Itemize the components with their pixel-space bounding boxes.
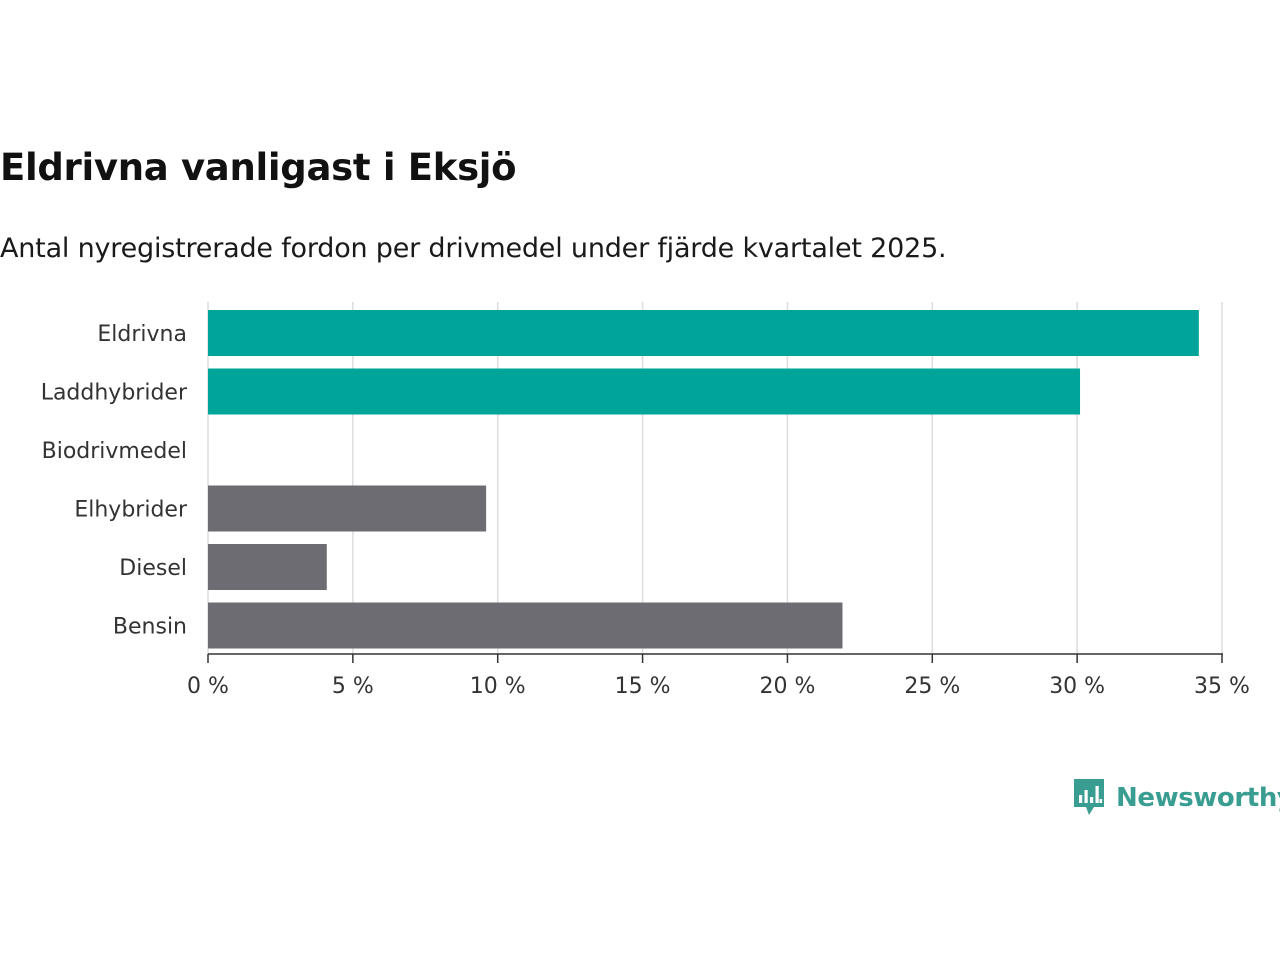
bar-elhybrider xyxy=(208,485,487,532)
x-axis: 0 % 5 % 10 % 15 % 20 % 25 % 30 % 35 % xyxy=(187,653,1250,699)
category-label: Biodrivmedel xyxy=(42,439,187,464)
newsworthy-logo-text: Newsworthy xyxy=(1116,783,1280,813)
category-label: Elhybrider xyxy=(74,498,188,523)
x-tick-label: 0 % xyxy=(187,674,229,699)
category-labels: Eldrivna Laddhybrider Biodrivmedel Elhybrid… xyxy=(41,322,188,640)
x-tick-label: 15 % xyxy=(615,674,671,699)
bar-diesel xyxy=(208,544,327,590)
chart-title: Eldrivna vanligast i Eksjö xyxy=(0,146,517,189)
bar-eldrivna xyxy=(208,310,1199,356)
category-label: Bensin xyxy=(113,615,187,640)
x-tick-label: 25 % xyxy=(904,674,960,699)
category-label: Eldrivna xyxy=(97,322,187,347)
newsworthy-logo-icon xyxy=(1074,779,1104,815)
x-tick-label: 30 % xyxy=(1049,674,1105,699)
x-tick-label: 20 % xyxy=(759,674,815,699)
x-tick-label: 5 % xyxy=(332,674,374,699)
bar-bensin xyxy=(208,602,843,649)
newsworthy-logo: Newsworthy xyxy=(1072,776,1280,820)
category-label: Laddhybrider xyxy=(41,381,188,406)
x-tick-label: 35 % xyxy=(1194,674,1250,699)
bars xyxy=(208,310,1199,649)
category-label: Diesel xyxy=(119,556,187,581)
gridlines xyxy=(207,302,1223,654)
chart-subtitle: Antal nyregistrerade fordon per drivmede… xyxy=(0,233,947,264)
x-tick-label: 10 % xyxy=(470,674,526,699)
bar-chart: Eldrivna Laddhybrider Biodrivmedel Elhybrid… xyxy=(41,302,1250,699)
bar-chart-svg: Eldrivna Laddhybrider Biodrivmedel Elhybrid… xyxy=(41,302,1250,699)
bar-laddhybrider xyxy=(208,368,1081,415)
